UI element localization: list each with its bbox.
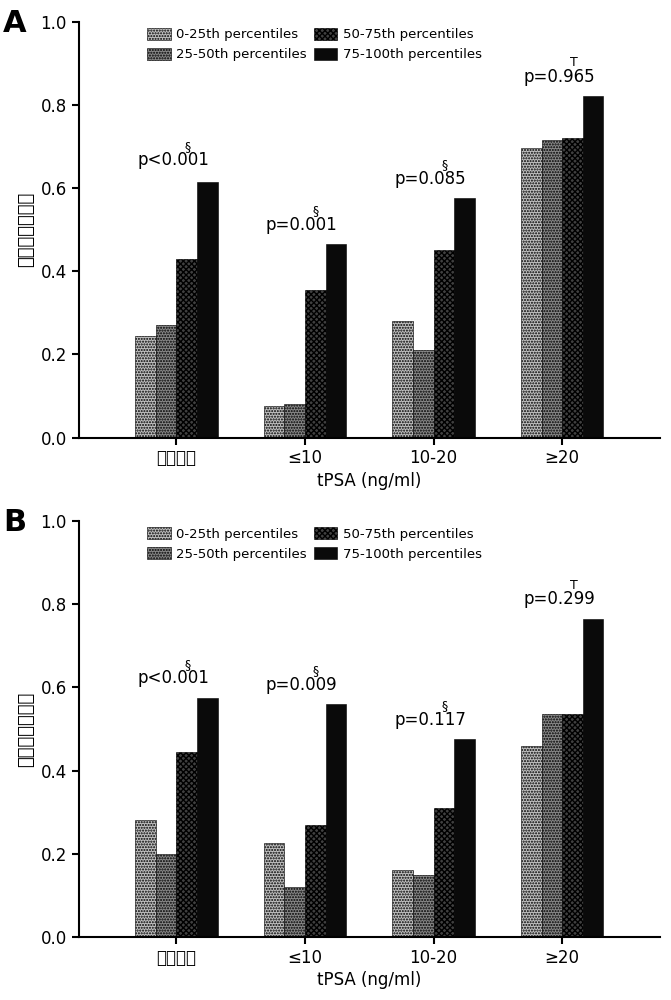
Text: §: §	[442, 158, 448, 171]
Bar	[305, 290, 325, 438]
Bar	[541, 140, 562, 438]
Bar	[393, 870, 413, 937]
Bar	[156, 325, 176, 438]
Text: T: T	[570, 579, 578, 592]
X-axis label: tPSA (ng/ml): tPSA (ng/ml)	[317, 472, 421, 490]
Text: p=0.085: p=0.085	[395, 170, 466, 188]
Bar	[541, 714, 562, 937]
Bar	[562, 714, 582, 937]
Bar	[285, 887, 305, 937]
Bar	[521, 148, 541, 438]
Y-axis label: 前列腺癌检出率: 前列腺癌检出率	[17, 691, 35, 767]
Text: p<0.001: p<0.001	[138, 669, 209, 687]
Bar	[176, 752, 197, 937]
Bar	[582, 96, 603, 438]
Bar	[393, 321, 413, 438]
Bar	[197, 698, 217, 937]
Text: §: §	[184, 140, 191, 153]
Text: p=0.299: p=0.299	[523, 590, 595, 608]
Bar	[264, 406, 285, 438]
Bar	[562, 138, 582, 438]
Text: p<0.001: p<0.001	[138, 151, 209, 169]
Text: §: §	[442, 699, 448, 712]
Bar	[582, 619, 603, 937]
Bar	[325, 244, 346, 438]
Bar	[454, 198, 475, 438]
Bar	[156, 854, 176, 937]
Legend: 0-25th percentiles, 25-50th percentiles, 50-75th percentiles, 75-100th percentil: 0-25th percentiles, 25-50th percentiles,…	[144, 523, 486, 565]
Text: §: §	[184, 658, 191, 671]
Bar	[285, 404, 305, 438]
Text: T: T	[570, 56, 578, 69]
Text: p=0.009: p=0.009	[266, 676, 338, 694]
Bar	[413, 350, 433, 438]
Bar	[136, 820, 156, 937]
Bar	[176, 259, 197, 438]
Text: A: A	[3, 9, 27, 38]
Bar	[521, 746, 541, 937]
Bar	[413, 875, 433, 937]
Bar	[433, 808, 454, 937]
Bar	[325, 704, 346, 937]
X-axis label: tPSA (ng/ml): tPSA (ng/ml)	[317, 971, 421, 989]
Bar	[454, 739, 475, 937]
Text: §: §	[313, 664, 319, 677]
Text: §: §	[313, 204, 319, 217]
Bar	[136, 336, 156, 438]
Text: B: B	[3, 508, 26, 537]
Legend: 0-25th percentiles, 25-50th percentiles, 50-75th percentiles, 75-100th percentil: 0-25th percentiles, 25-50th percentiles,…	[144, 24, 486, 65]
Y-axis label: 前列腺癌检出率: 前列腺癌检出率	[17, 192, 35, 267]
Bar	[197, 182, 217, 438]
Bar	[264, 843, 285, 937]
Bar	[433, 250, 454, 438]
Text: p=0.117: p=0.117	[395, 711, 466, 729]
Bar	[305, 825, 325, 937]
Text: p=0.001: p=0.001	[266, 216, 338, 234]
Text: p=0.965: p=0.965	[523, 68, 595, 86]
